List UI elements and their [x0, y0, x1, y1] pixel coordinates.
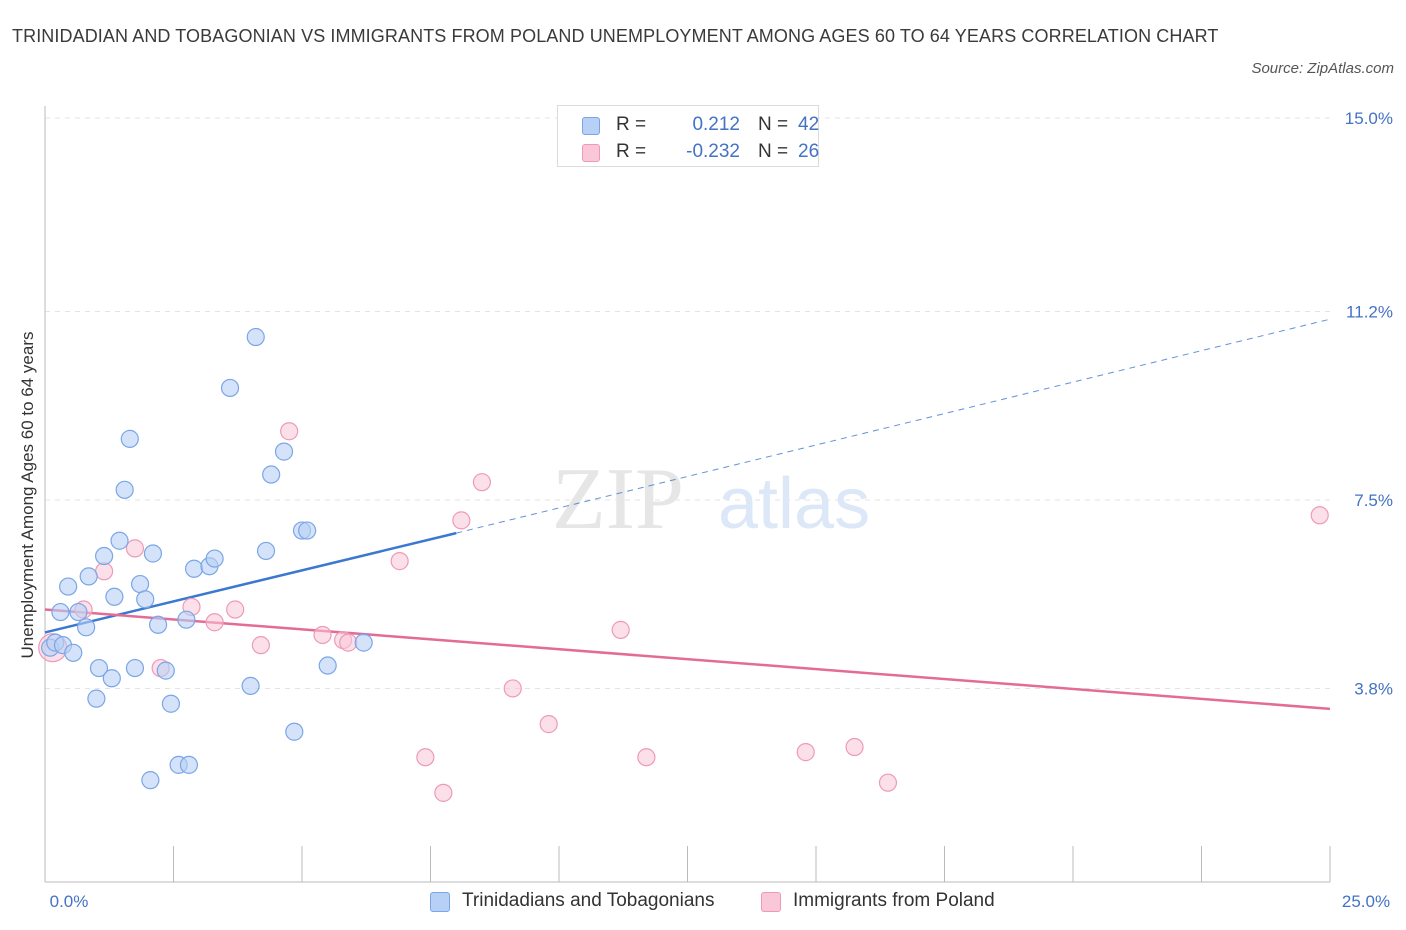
data-point-trinidadian: [64, 643, 83, 662]
data-point-trinidadian: [205, 549, 224, 568]
data-point-trinidadian: [179, 755, 199, 774]
data-point-trinidadian: [262, 465, 281, 484]
data-point-poland: [637, 748, 656, 767]
data-point-trinidadian: [156, 661, 175, 680]
legend-label: Immigrants from Poland: [793, 890, 995, 911]
axes: [44, 106, 1331, 883]
n-value: 26: [798, 141, 820, 162]
data-point-poland: [95, 562, 114, 581]
chart-title: TRINIDADIAN AND TOBAGONIAN VS IMMIGRANTS…: [12, 26, 1219, 46]
legend-label: Trinidadians and Tobagonians: [462, 890, 715, 911]
legend-swatch-blue: [430, 892, 450, 912]
data-point-trinidadian: [79, 567, 98, 586]
data-point-poland: [611, 620, 630, 639]
data-point-trinidadian: [115, 480, 134, 499]
x-tick-label: 0.0%: [50, 892, 89, 911]
data-point-trinidadian: [89, 658, 109, 678]
data-point-trinidadian: [136, 590, 155, 609]
correlation-legend: R = 0.212 N = 42 R = -0.232 N = 26: [557, 105, 819, 167]
data-point-poland: [226, 600, 245, 619]
trend-lines: [44, 318, 1331, 711]
trend-line-trinidadian-extension: [456, 318, 1331, 534]
data-point-trinidadian: [148, 615, 168, 634]
data-point-poland: [416, 748, 435, 767]
data-point-poland: [1310, 506, 1329, 525]
data-point-poland: [878, 773, 898, 792]
y-tick-label: 3.8%: [1354, 679, 1393, 698]
data-point-poland: [390, 552, 409, 571]
data-point-trinidadian: [298, 521, 317, 540]
data-point-poland: [539, 715, 558, 734]
legend-swatch-blue: [582, 117, 600, 135]
data-point-trinidadian: [285, 722, 304, 741]
data-point-poland: [125, 539, 145, 558]
data-point-trinidadian: [354, 633, 373, 652]
x-tick-label: 25.0%: [1342, 892, 1390, 911]
watermark: ZIP atlas: [552, 451, 870, 548]
data-point-poland: [796, 743, 815, 762]
data-point-poland: [845, 737, 864, 757]
data-point-trinidadian: [125, 658, 145, 678]
y-tick-label: 11.2%: [1346, 303, 1393, 322]
n-label: N =: [758, 141, 789, 162]
axis-labels: 3.8% 7.5% 11.2% 15.0% 0.0% 25.0%: [50, 109, 1393, 911]
data-point-trinidadian: [130, 574, 150, 594]
data-point-trinidadian: [141, 771, 160, 790]
r-label: R =: [616, 141, 647, 162]
watermark-atlas: atlas: [718, 464, 870, 544]
data-point-poland: [339, 633, 358, 652]
data-point-trinidadian: [110, 531, 129, 550]
data-point-trinidadian: [184, 559, 204, 578]
trend-line-poland: [44, 608, 1331, 711]
data-point-trinidadian: [241, 676, 260, 696]
data-point-poland: [472, 473, 491, 492]
data-point-poland: [313, 625, 332, 645]
data-point-trinidadian: [256, 541, 276, 561]
data-point-trinidadian: [220, 378, 240, 398]
y-tick-label: 15.0%: [1345, 109, 1393, 128]
source-label: Source: ZipAtlas.com: [1251, 60, 1394, 77]
n-value: 42: [798, 114, 820, 135]
data-point-poland: [503, 679, 522, 698]
data-point-poland: [205, 613, 224, 632]
y-tick-label: 7.5%: [1354, 491, 1393, 510]
legend-swatch-pink: [761, 892, 781, 912]
data-point-trinidadian: [318, 656, 337, 675]
data-point-trinidadian: [161, 694, 181, 713]
data-point-trinidadian: [102, 669, 121, 688]
data-point-trinidadian: [51, 602, 70, 622]
y-axis-label: Unemployment Among Ages 60 to 64 years: [18, 332, 37, 659]
data-point-trinidadian: [87, 689, 106, 708]
data-point-trinidadian: [95, 546, 114, 566]
data-point-poland: [452, 511, 471, 530]
data-point-poland: [434, 783, 453, 802]
r-value: 0.212: [692, 114, 740, 135]
series-trinidadian-points: [41, 327, 373, 790]
data-point-trinidadian: [120, 429, 139, 448]
data-point-trinidadian: [143, 544, 163, 563]
r-label: R =: [616, 114, 647, 135]
data-point-trinidadian: [246, 327, 265, 347]
n-label: N =: [758, 114, 789, 135]
data-point-poland: [251, 636, 270, 655]
r-value: -0.232: [686, 141, 740, 162]
data-point-trinidadian: [105, 587, 124, 606]
data-point-trinidadian: [59, 577, 78, 596]
series-legend: Trinidadians and Tobagonians Immigrants …: [0, 889, 1406, 915]
data-point-poland: [280, 422, 299, 441]
watermark-zip: ZIP: [552, 451, 684, 548]
data-point-trinidadian: [177, 610, 196, 629]
data-point-trinidadian: [77, 618, 96, 637]
data-point-trinidadian: [274, 442, 294, 461]
legend-swatch-pink: [582, 144, 600, 162]
data-point-trinidadian: [69, 602, 88, 622]
